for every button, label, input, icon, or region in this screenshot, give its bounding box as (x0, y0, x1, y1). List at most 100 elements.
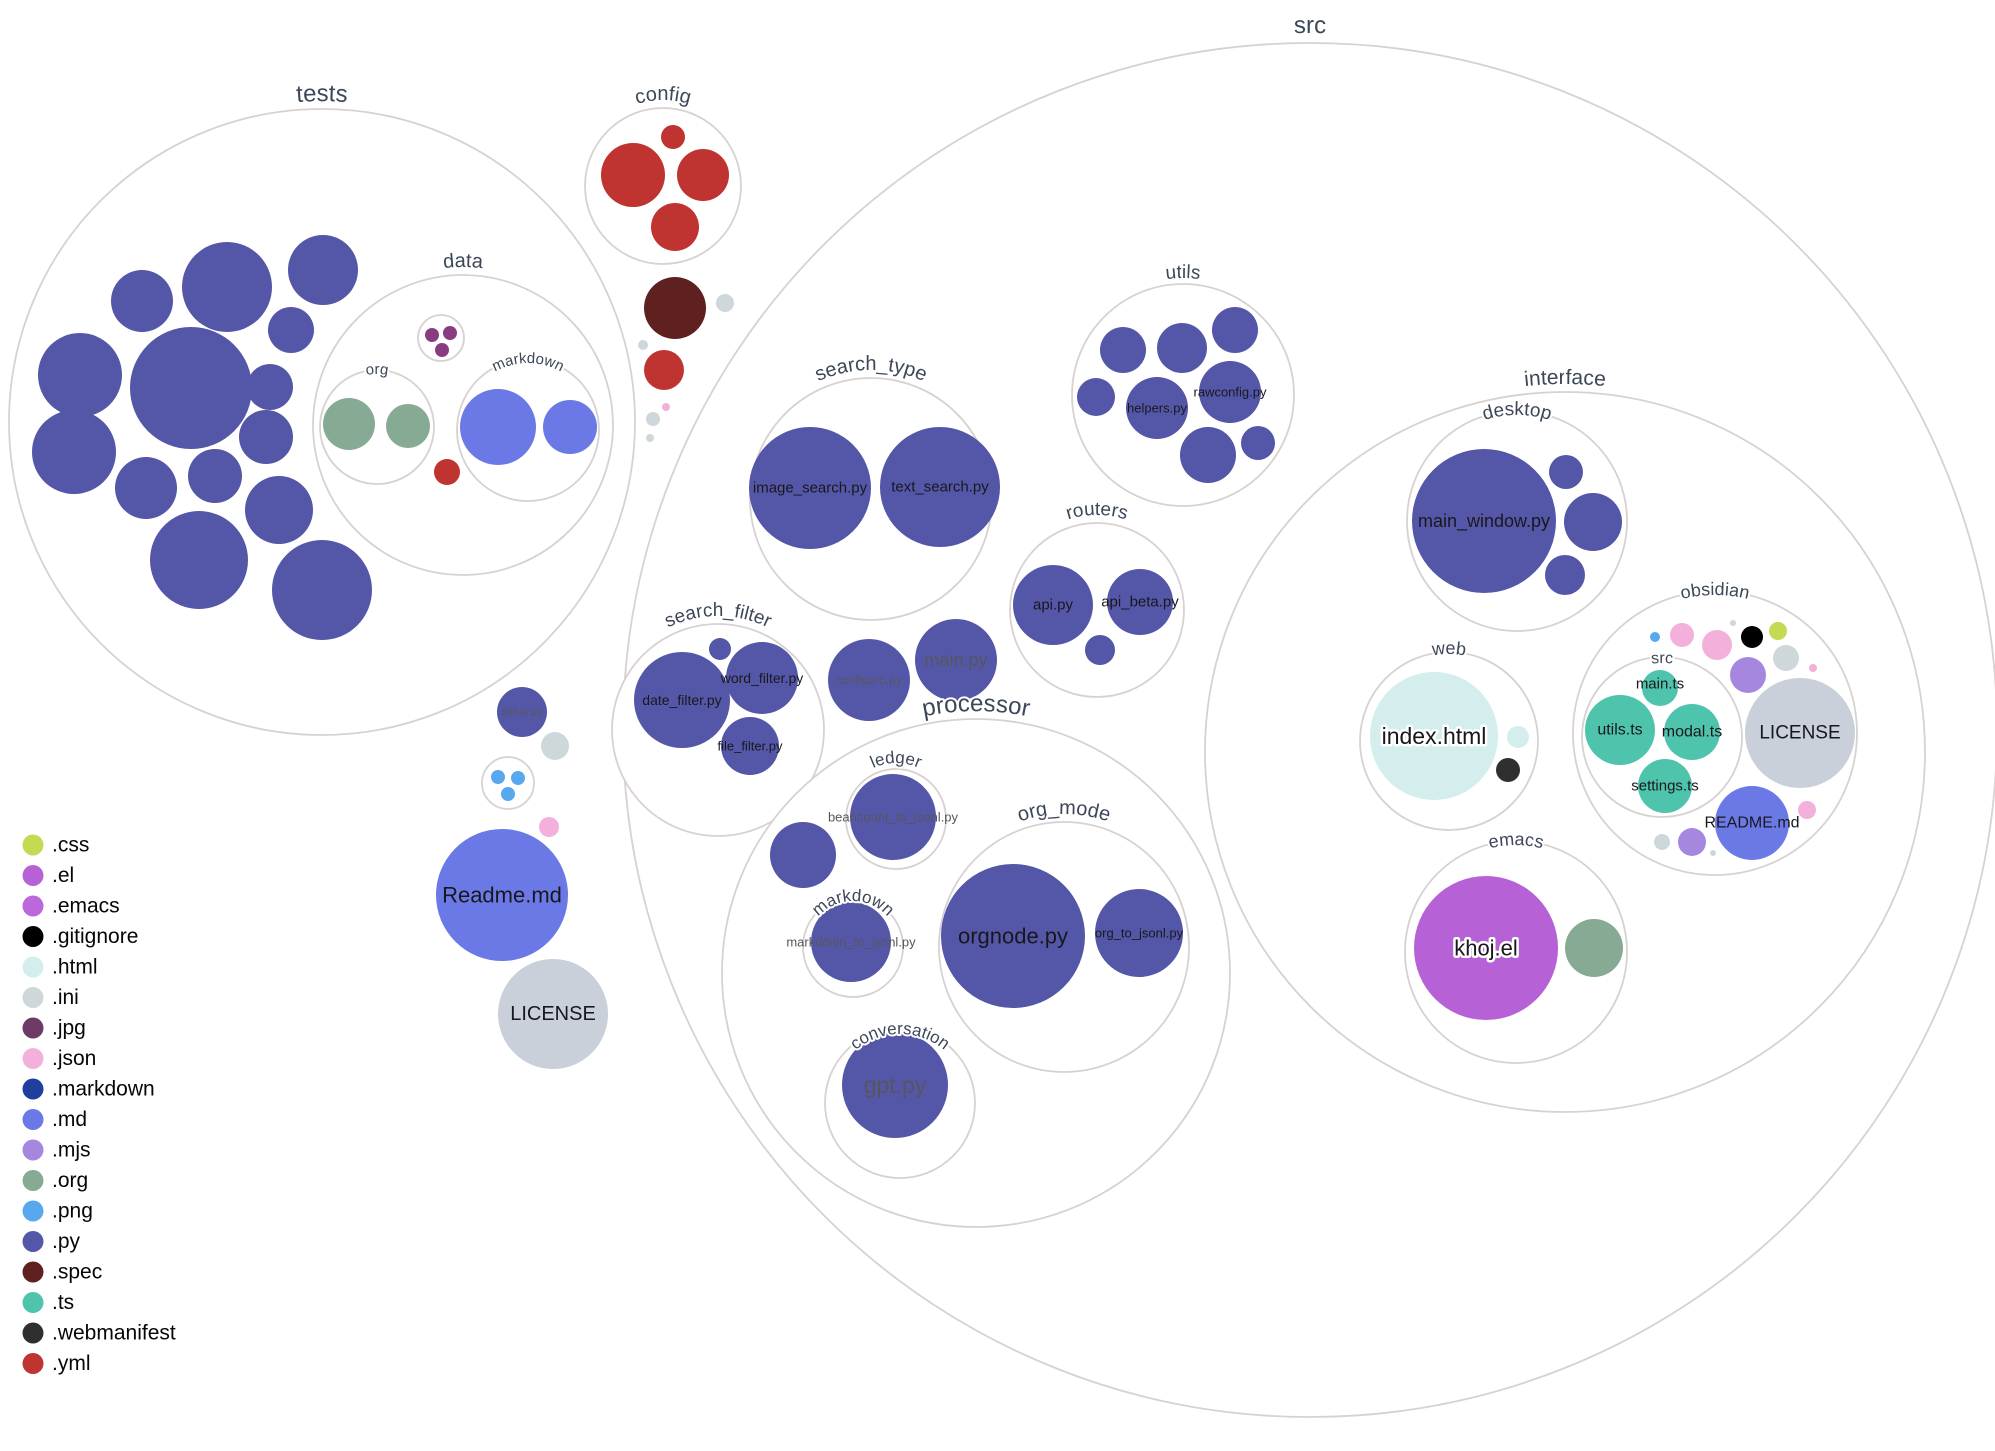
file-circle-jpgdot (425, 328, 439, 342)
file-circle-html (1507, 726, 1529, 748)
file-circle-gitignore (1741, 626, 1763, 648)
file-circle-py (268, 307, 314, 353)
legend-label-markdown: .markdown (52, 1078, 155, 1101)
legend-label-py: .py (52, 1230, 81, 1253)
file-circle-py (1549, 455, 1583, 489)
legend-swatch-el (22, 865, 44, 886)
file-circle-ini (1654, 834, 1670, 850)
file-circle-json (1702, 630, 1732, 660)
file-labels-layer: setup.py Readme.md LICENSE configure.py main… (442, 384, 1841, 1098)
file-circle-ini (541, 732, 569, 760)
legend-swatch-mjs (22, 1139, 44, 1161)
file-circle-modal.ts (1664, 704, 1720, 760)
legend-label-ini: .ini (52, 986, 79, 1009)
file-circle-css (1769, 622, 1787, 640)
file-circle-orgnode.py (941, 864, 1085, 1008)
file-label-markdown_to_jsonl.py: markdown_to_jsonl.py (786, 935, 916, 950)
file-circle-py (188, 449, 242, 503)
legend-swatch-ini (22, 987, 44, 1008)
file-label-file_filter.py: file_filter.py (717, 739, 783, 754)
file-circle-webmanifest (1496, 758, 1520, 782)
file-circle-py (272, 540, 372, 640)
file-label-khoj.el: khoj.el (1454, 936, 1518, 961)
legend-label-png: .png (52, 1200, 93, 1223)
file-label-gpt.py: gpt.py (864, 1072, 927, 1098)
legend-label-mjs: .mjs (52, 1139, 91, 1162)
folder-label-emacs: emacs (1487, 829, 1546, 852)
legend-swatch-png (22, 1200, 44, 1222)
file-label-beancount_to_jsonl.py: beancount_to_jsonl.py (828, 810, 959, 825)
file-label-main.ts: main.ts (1636, 676, 1684, 693)
folder-label-config: config (633, 83, 694, 109)
file-circle-py (111, 270, 173, 332)
file-circle-gpt.py (842, 1032, 948, 1138)
legend-swatch-html (22, 956, 44, 978)
file-circle-org_to_jsonl.py (1095, 889, 1183, 977)
legend-label-ts: .ts (52, 1291, 74, 1314)
file-circle-utils.ts (1585, 695, 1655, 765)
file-label-settings.ts: settings.ts (1631, 778, 1699, 795)
file-label-LICENSE: LICENSE (510, 1003, 596, 1025)
file-circle-py (1157, 323, 1207, 373)
legend-swatch-yml (22, 1353, 44, 1374)
file-circle-api_beta.py (1107, 569, 1173, 635)
file-circle-py (1545, 555, 1585, 595)
file-label-modal.ts: modal.ts (1662, 724, 1722, 741)
extension-legend: .css .el .emacs .gitignore .html .ini .jpg .jso… (22, 834, 176, 1375)
file-circle-helpers.py (1126, 377, 1188, 439)
file-circle-main.py (915, 619, 997, 701)
file-circle-settings.ts (1638, 759, 1692, 813)
file-circle-index.html (1370, 672, 1498, 800)
file-circle-yml (434, 459, 460, 485)
file-circle-yml (601, 143, 665, 207)
file-circle-ini (638, 340, 648, 350)
file-circle-README.md (1715, 786, 1789, 860)
legend-label-md: .md (52, 1108, 87, 1131)
file-circle-png (1650, 632, 1660, 642)
file-circle-png (491, 770, 505, 784)
file-circle-py (1241, 426, 1275, 460)
file-label-README.md: README.md (1704, 815, 1799, 832)
legend-swatch-spec (22, 1261, 44, 1283)
file-label-orgnode.py: orgnode.py (958, 924, 1068, 949)
file-circle-py (1212, 307, 1258, 353)
folder-circle-interface (1204, 391, 1926, 1113)
file-circle-png (511, 771, 525, 785)
file-circle-py (770, 822, 836, 888)
file-label-LICENSE: LICENSE (1759, 723, 1840, 744)
file-circle-yml (661, 125, 685, 149)
file-circle-date_filter.py (634, 652, 730, 748)
file-circle-text_search.py (880, 427, 1000, 547)
file-label-api.py: api.py (1033, 597, 1074, 614)
file-circle-json (662, 403, 670, 411)
legend-label-spec: .spec (52, 1261, 102, 1284)
files-layer (32, 125, 1855, 1138)
file-circle-py (1085, 635, 1115, 665)
file-label-helpers.py: helpers.py (1127, 401, 1187, 416)
file-circle-mjs (1678, 828, 1706, 856)
file-label-api_beta.py: api_beta.py (1101, 594, 1179, 611)
legend-swatch-md (22, 1109, 44, 1130)
legend-label-org: .org (52, 1169, 88, 1192)
file-circle-py (247, 364, 293, 410)
legend-label-jpg: .jpg (52, 1017, 86, 1040)
legend-swatch-webmanifest (22, 1322, 44, 1344)
legend-swatch-json (22, 1048, 44, 1069)
file-circle-py (239, 410, 293, 464)
file-circle-json (1798, 801, 1816, 819)
legend-label-emacs: .emacs (52, 895, 120, 918)
legend-label-yml: .yml (52, 1352, 91, 1375)
file-circle-org (386, 404, 430, 448)
legend-swatch-ts (22, 1292, 44, 1313)
file-label-image_search.py: image_search.py (753, 480, 868, 497)
legend-swatch-py (22, 1231, 44, 1252)
file-circle-main_window.py (1412, 449, 1556, 593)
legend-label-webmanifest: .webmanifest (52, 1322, 176, 1345)
file-circle-png (501, 787, 515, 801)
file-circle-py (1180, 427, 1236, 483)
folder-label-data-org: org (365, 361, 390, 379)
file-circle-markdown_to_jsonl.py (811, 902, 891, 982)
file-label-index.html: index.html (1382, 723, 1487, 749)
file-circle-main.ts (1642, 670, 1678, 706)
